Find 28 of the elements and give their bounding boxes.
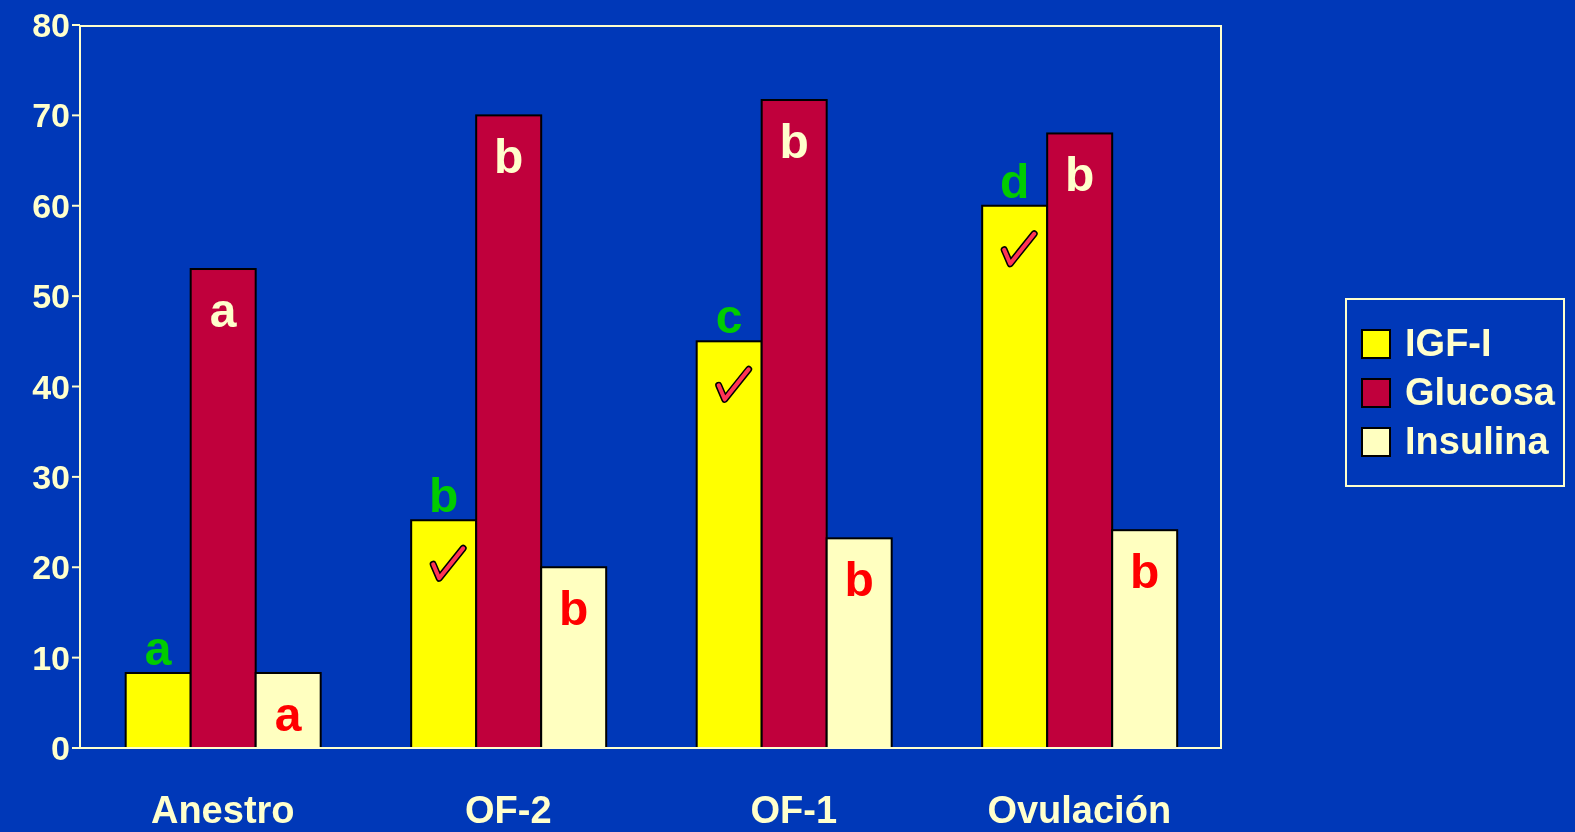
data-label: c	[715, 290, 743, 344]
legend-label: IGF-I	[1405, 322, 1492, 365]
data-label: d	[1000, 154, 1030, 208]
data-label: b	[494, 130, 524, 184]
data-label: b	[559, 582, 589, 636]
data-label: b	[1065, 148, 1095, 202]
legend-label: Glucosa	[1405, 371, 1555, 414]
data-label: a	[144, 621, 172, 675]
data-label: a	[209, 284, 237, 338]
data-label: b	[844, 553, 874, 607]
x-tick-label: OF-1	[750, 788, 838, 831]
x-tick-label: Ovulación	[987, 788, 1172, 831]
y-tick-label: 50	[32, 277, 70, 316]
y-tick-label: 30	[32, 457, 70, 496]
y-tick-label: 70	[32, 96, 70, 135]
y-tick-label: 40	[32, 367, 70, 406]
legend-label: Insulina	[1405, 420, 1549, 463]
data-label: a	[274, 687, 302, 741]
y-tick-label: 20	[32, 548, 70, 587]
y-tick-label: 10	[32, 638, 70, 677]
x-tick-label: OF-2	[464, 788, 552, 831]
data-label: b	[429, 469, 459, 523]
y-tick-label: 80	[32, 6, 70, 45]
data-label: b	[779, 115, 809, 169]
x-tick-label: Anestro	[150, 788, 295, 831]
y-tick-label: 60	[32, 186, 70, 225]
y-tick-label: 0	[51, 729, 70, 768]
data-label: b	[1130, 545, 1160, 599]
